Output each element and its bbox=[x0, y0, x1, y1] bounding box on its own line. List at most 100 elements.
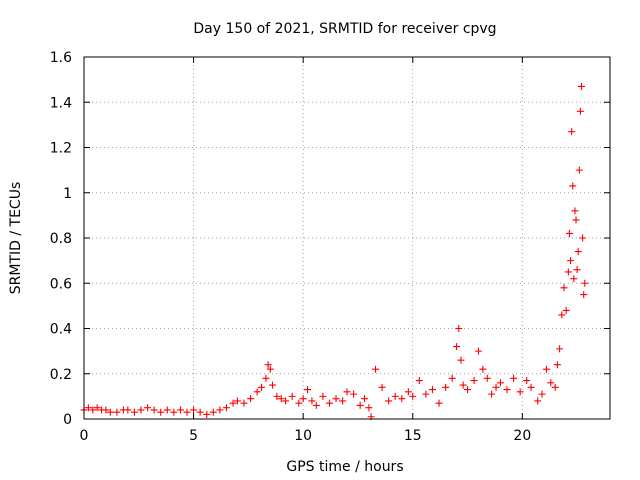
data-point bbox=[483, 374, 491, 382]
data-point bbox=[475, 347, 482, 355]
data-point bbox=[575, 166, 583, 174]
data-point bbox=[435, 399, 443, 407]
data-point bbox=[332, 395, 340, 403]
data-point bbox=[170, 408, 178, 416]
data-point bbox=[398, 395, 406, 403]
data-point bbox=[258, 383, 266, 391]
y-tick-label: 1.4 bbox=[50, 95, 72, 111]
data-point bbox=[343, 388, 351, 396]
data-point bbox=[464, 386, 472, 394]
data-point bbox=[538, 390, 546, 398]
data-point bbox=[503, 386, 511, 394]
data-point bbox=[567, 257, 575, 265]
data-point bbox=[404, 388, 412, 396]
data-point bbox=[496, 379, 504, 387]
data-point bbox=[130, 408, 138, 416]
data-point bbox=[572, 216, 580, 224]
data-point bbox=[264, 361, 272, 369]
data-point bbox=[190, 406, 198, 414]
y-tick-label: 1 bbox=[63, 186, 72, 202]
data-point bbox=[229, 399, 237, 407]
data-point bbox=[448, 374, 456, 382]
data-point bbox=[247, 395, 255, 403]
data-point bbox=[163, 406, 171, 414]
data-point bbox=[534, 397, 542, 405]
data-point bbox=[571, 207, 579, 215]
data-point bbox=[222, 404, 230, 412]
data-point bbox=[547, 379, 555, 387]
data-point bbox=[492, 383, 500, 391]
data-point bbox=[93, 404, 101, 412]
data-point bbox=[558, 311, 566, 319]
data-point bbox=[579, 234, 587, 242]
data-point bbox=[312, 401, 320, 409]
data-point bbox=[308, 397, 316, 405]
data-point bbox=[203, 410, 211, 418]
data-point bbox=[89, 406, 97, 414]
chart-title: Day 150 of 2021, SRMTID for receiver cpv… bbox=[193, 21, 496, 37]
data-point bbox=[350, 390, 358, 398]
x-tick-label: 10 bbox=[294, 428, 312, 444]
data-point bbox=[356, 401, 364, 409]
data-point bbox=[319, 392, 327, 400]
data-point bbox=[391, 392, 399, 400]
data-point bbox=[409, 392, 417, 400]
data-point bbox=[113, 408, 121, 416]
data-point bbox=[124, 406, 132, 414]
data-point bbox=[428, 386, 436, 394]
data-point bbox=[84, 404, 92, 412]
data-point bbox=[523, 377, 531, 385]
data-point bbox=[365, 404, 373, 412]
data-point bbox=[277, 395, 285, 403]
data-point bbox=[196, 408, 204, 416]
data-point bbox=[268, 381, 276, 389]
data-point bbox=[183, 408, 191, 416]
data-point bbox=[551, 383, 559, 391]
data-point bbox=[361, 395, 369, 403]
data-point bbox=[453, 343, 461, 351]
y-tick-label: 1.2 bbox=[50, 141, 72, 157]
data-point bbox=[176, 406, 184, 414]
data-point bbox=[216, 406, 224, 414]
data-point bbox=[106, 408, 114, 416]
data-point bbox=[422, 390, 430, 398]
data-point bbox=[240, 399, 248, 407]
data-point bbox=[570, 275, 578, 283]
data-point bbox=[253, 388, 261, 396]
data-point bbox=[102, 406, 110, 414]
data-point bbox=[457, 356, 465, 364]
data-point bbox=[560, 284, 568, 292]
data-point bbox=[137, 406, 145, 414]
data-point bbox=[580, 291, 588, 299]
data-point bbox=[385, 397, 393, 405]
data-point bbox=[459, 381, 467, 389]
data-point bbox=[415, 377, 423, 385]
data-point bbox=[282, 397, 290, 405]
data-point bbox=[553, 361, 561, 369]
data-point bbox=[564, 268, 572, 276]
x-tick-label: 20 bbox=[513, 428, 531, 444]
data-point bbox=[273, 392, 281, 400]
data-point bbox=[470, 377, 478, 385]
data-point bbox=[542, 365, 550, 373]
data-point bbox=[299, 395, 307, 403]
y-tick-label: 0.2 bbox=[50, 367, 72, 383]
data-point bbox=[574, 248, 582, 256]
data-point bbox=[266, 365, 274, 373]
data-point bbox=[562, 306, 570, 314]
y-axis-title: SRMTID / TECUs bbox=[8, 182, 24, 295]
axis-ticks: 0 5 10 15 20 0 0.2 0.4 0.6 0.8 1 1.2 1.4 1.6 bbox=[50, 50, 610, 444]
data-point bbox=[209, 408, 217, 416]
data-point bbox=[569, 182, 577, 190]
data-point bbox=[578, 82, 586, 90]
data-point bbox=[371, 365, 379, 373]
y-tick-label: 1.6 bbox=[50, 50, 72, 66]
y-tick-label: 0 bbox=[63, 412, 72, 428]
data-points bbox=[80, 82, 589, 421]
data-point bbox=[339, 397, 347, 405]
plot-frame bbox=[83, 56, 611, 420]
data-point bbox=[262, 374, 270, 382]
data-point bbox=[442, 383, 450, 391]
